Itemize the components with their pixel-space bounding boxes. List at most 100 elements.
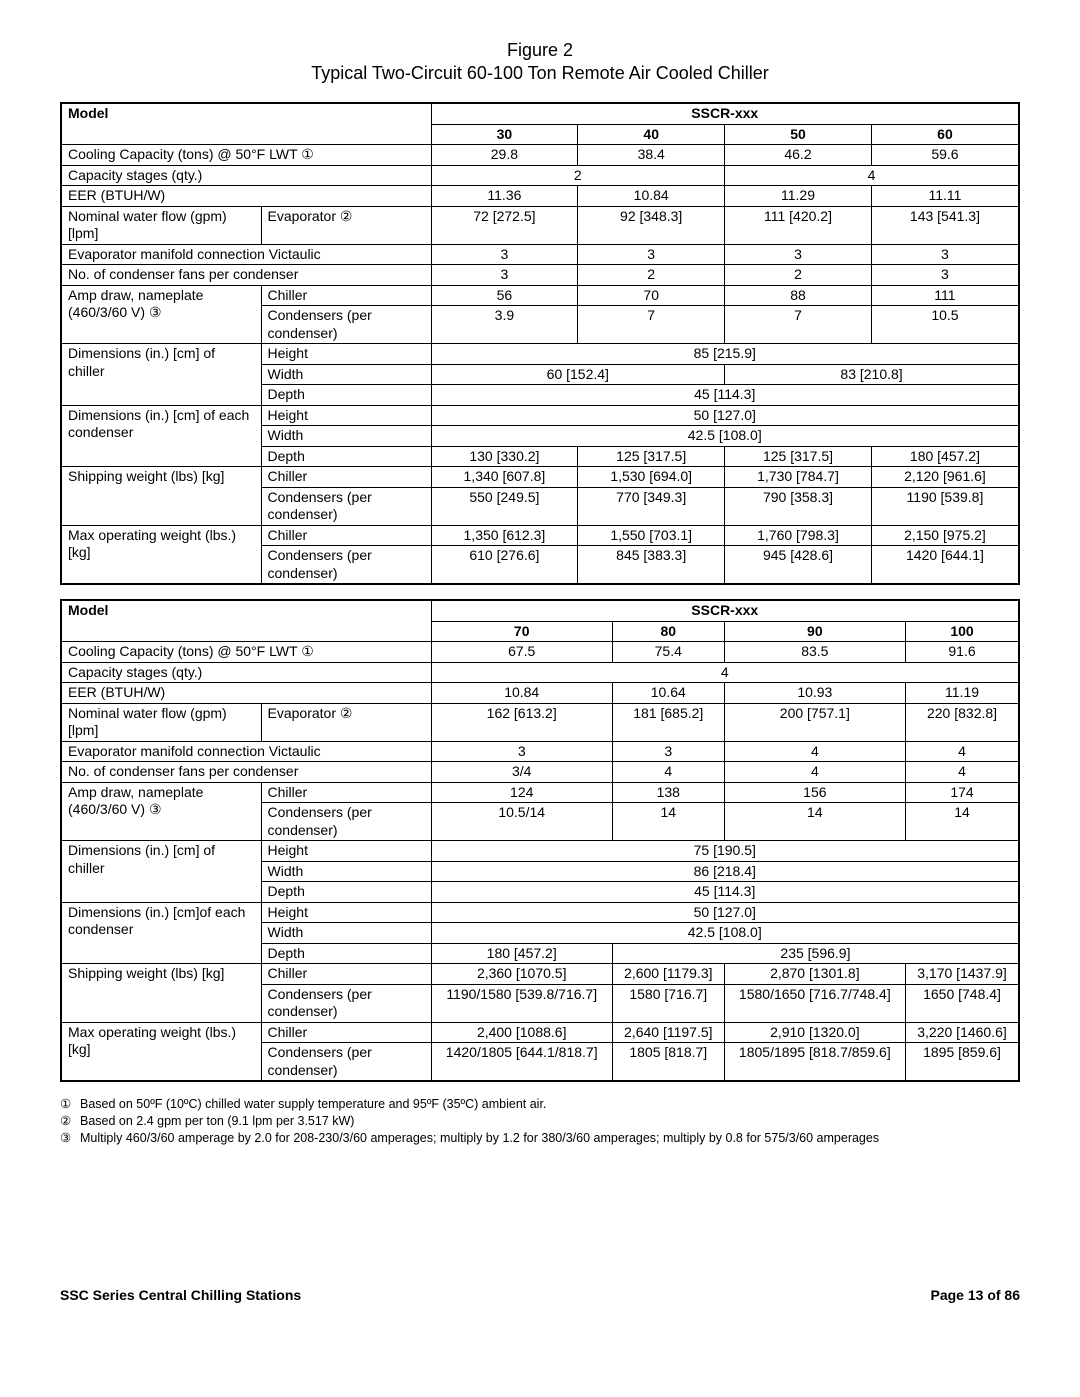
row-evap: Evaporator ② bbox=[261, 703, 431, 741]
row-w: Width bbox=[261, 861, 431, 882]
cell: 83 [210.8] bbox=[725, 364, 1019, 385]
note-1: Based on 50ºF (10ºC) chilled water suppl… bbox=[80, 1096, 546, 1113]
cell: 38.4 bbox=[578, 145, 725, 166]
cell: 11.11 bbox=[871, 186, 1019, 207]
cell: 10.5 bbox=[871, 306, 1019, 344]
row-cooling: Cooling Capacity (tons) @ 50°F LWT ① bbox=[61, 145, 431, 166]
cell: 11.19 bbox=[906, 683, 1019, 704]
cell: 29.8 bbox=[431, 145, 578, 166]
cell: 14 bbox=[612, 803, 724, 841]
col-50: 50 bbox=[725, 124, 872, 145]
cell: 10.5/14 bbox=[431, 803, 612, 841]
row-h: Height bbox=[261, 841, 431, 862]
cell: 111 [420.2] bbox=[725, 206, 872, 244]
figure-title: Typical Two-Circuit 60-100 Ton Remote Ai… bbox=[60, 63, 1020, 84]
cell: 10.64 bbox=[612, 683, 724, 704]
cell: 1420 [644.1] bbox=[871, 546, 1019, 585]
row-d: Depth bbox=[261, 882, 431, 903]
col-60: 60 bbox=[871, 124, 1019, 145]
cell: 2 bbox=[725, 265, 872, 286]
cell: 1,340 [607.8] bbox=[431, 467, 578, 488]
cell: 4 bbox=[431, 662, 1019, 683]
row-ship: Shipping weight (lbs) [kg] bbox=[61, 467, 261, 526]
cell: 4 bbox=[725, 165, 1019, 186]
row-cond: Condensers (per condenser) bbox=[261, 487, 431, 525]
cell: 2,600 [1179.3] bbox=[612, 964, 724, 985]
cell: 42.5 [108.0] bbox=[431, 923, 1019, 944]
cell: 56 bbox=[431, 285, 578, 306]
cell: 180 [457.2] bbox=[431, 943, 612, 964]
row-d: Depth bbox=[261, 943, 431, 964]
cell: 10.93 bbox=[724, 683, 905, 704]
row-w: Width bbox=[261, 364, 431, 385]
cell: 162 [613.2] bbox=[431, 703, 612, 741]
cell: 60 [152.4] bbox=[431, 364, 725, 385]
cell: 7 bbox=[578, 306, 725, 344]
cell: 2,360 [1070.5] bbox=[431, 964, 612, 985]
cell: 3 bbox=[725, 244, 872, 265]
cell: 130 [330.2] bbox=[431, 446, 578, 467]
cell: 4 bbox=[724, 762, 905, 783]
cell: 4 bbox=[724, 741, 905, 762]
row-ship: Shipping weight (lbs) [kg] bbox=[61, 964, 261, 1023]
row-chiller: Chiller bbox=[261, 964, 431, 985]
row-cooling: Cooling Capacity (tons) @ 50°F LWT ① bbox=[61, 642, 431, 663]
note-3: Multiply 460/3/60 amperage by 2.0 for 20… bbox=[80, 1130, 879, 1147]
cell: 92 [348.3] bbox=[578, 206, 725, 244]
row-manifold: Evaporator manifold connection Victaulic bbox=[61, 244, 431, 265]
note-sym: ① bbox=[60, 1096, 80, 1113]
cell: 125 [317.5] bbox=[725, 446, 872, 467]
cell: 770 [349.3] bbox=[578, 487, 725, 525]
cell: 3.9 bbox=[431, 306, 578, 344]
row-d: Depth bbox=[261, 446, 431, 467]
row-amp: Amp draw, nameplate (460/3/60 V) ③ bbox=[61, 285, 261, 344]
cell: 1650 [748.4] bbox=[906, 984, 1019, 1022]
row-eer: EER (BTUH/W) bbox=[61, 683, 431, 704]
cell: 14 bbox=[724, 803, 905, 841]
row-cond: Condensers (per condenser) bbox=[261, 1043, 431, 1082]
row-chiller: Chiller bbox=[261, 467, 431, 488]
row-dim-chiller: Dimensions (in.) [cm] of chiller bbox=[61, 344, 261, 406]
cell: 10.84 bbox=[578, 186, 725, 207]
row-stages: Capacity stages (qty.) bbox=[61, 165, 431, 186]
col-100: 100 bbox=[906, 621, 1019, 642]
row-chiller: Chiller bbox=[261, 285, 431, 306]
spec-table-1: Model SSCR-xxx 30 40 50 60 Cooling Capac… bbox=[60, 102, 1020, 585]
row-max: Max operating weight (lbs.) [kg] bbox=[61, 1022, 261, 1081]
row-flow: Nominal water flow (gpm) [lpm] bbox=[61, 703, 261, 741]
row-dim-chiller: Dimensions (in.) [cm] of chiller bbox=[61, 841, 261, 903]
note-2: Based on 2.4 gpm per ton (9.1 lpm per 3.… bbox=[80, 1113, 354, 1130]
row-eer: EER (BTUH/W) bbox=[61, 186, 431, 207]
cell: 75 [190.5] bbox=[431, 841, 1019, 862]
cell: 124 bbox=[431, 782, 612, 803]
hdr-series: SSCR-xxx bbox=[431, 103, 1019, 124]
cell: 67.5 bbox=[431, 642, 612, 663]
row-evap: Evaporator ② bbox=[261, 206, 431, 244]
hdr-model: Model bbox=[61, 600, 431, 642]
cell: 14 bbox=[906, 803, 1019, 841]
row-dim-cond: Dimensions (in.) [cm] of each condenser bbox=[61, 405, 261, 467]
cell: 2,910 [1320.0] bbox=[724, 1022, 905, 1043]
cell: 4 bbox=[906, 762, 1019, 783]
figure-label: Figure 2 bbox=[60, 40, 1020, 61]
cell: 181 [685.2] bbox=[612, 703, 724, 741]
row-w: Width bbox=[261, 426, 431, 447]
cell: 11.29 bbox=[725, 186, 872, 207]
cell: 1805/1895 [818.7/859.6] bbox=[724, 1043, 905, 1082]
cell: 1895 [859.6] bbox=[906, 1043, 1019, 1082]
row-stages: Capacity stages (qty.) bbox=[61, 662, 431, 683]
cell: 2 bbox=[431, 165, 725, 186]
row-manifold: Evaporator manifold connection Victaulic bbox=[61, 741, 431, 762]
cell: 138 bbox=[612, 782, 724, 803]
cell: 3 bbox=[612, 741, 724, 762]
cell: 72 [272.5] bbox=[431, 206, 578, 244]
cell: 235 [596.9] bbox=[612, 943, 1019, 964]
note-sym: ③ bbox=[60, 1130, 80, 1147]
cell: 1,350 [612.3] bbox=[431, 525, 578, 546]
cell: 1,550 [703.1] bbox=[578, 525, 725, 546]
cell: 3,220 [1460.6] bbox=[906, 1022, 1019, 1043]
cell: 1805 [818.7] bbox=[612, 1043, 724, 1082]
hdr-model: Model bbox=[61, 103, 431, 145]
cell: 2,120 [961.6] bbox=[871, 467, 1019, 488]
cell: 3 bbox=[431, 741, 612, 762]
